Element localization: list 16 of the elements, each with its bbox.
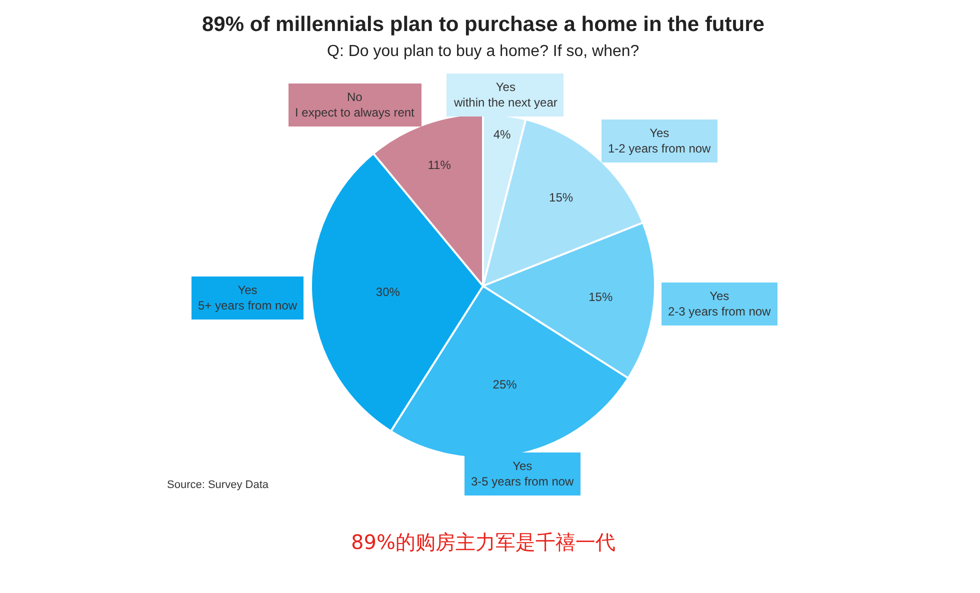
data-label: 4% xyxy=(493,127,511,142)
chart-subtitle: Q: Do you plan to buy a home? If so, when? xyxy=(327,43,640,60)
slice-label: Yes 1-2 years from now xyxy=(608,126,712,156)
slice-label: Yes 2-3 years from now xyxy=(668,289,772,319)
text: 89%的购房主力军是千禧一代 xyxy=(351,530,616,554)
data-label: 25% xyxy=(492,377,518,392)
data-label: 15% xyxy=(549,190,574,204)
slice-label: Yes 3-5 years from now xyxy=(471,459,574,489)
source-note: Source: Survey Data xyxy=(167,479,270,491)
chart-title: 89% of millennials plan to purchase a home in the future xyxy=(202,13,764,36)
slice-label: Yes within the next year xyxy=(453,80,558,110)
data-label: 11% xyxy=(428,158,452,172)
data-label: 15% xyxy=(588,290,613,304)
slice-label: No I expect to always rent xyxy=(295,90,416,120)
slice-label: Yes 5+ years from now xyxy=(198,283,298,313)
data-label: 30% xyxy=(376,284,400,299)
